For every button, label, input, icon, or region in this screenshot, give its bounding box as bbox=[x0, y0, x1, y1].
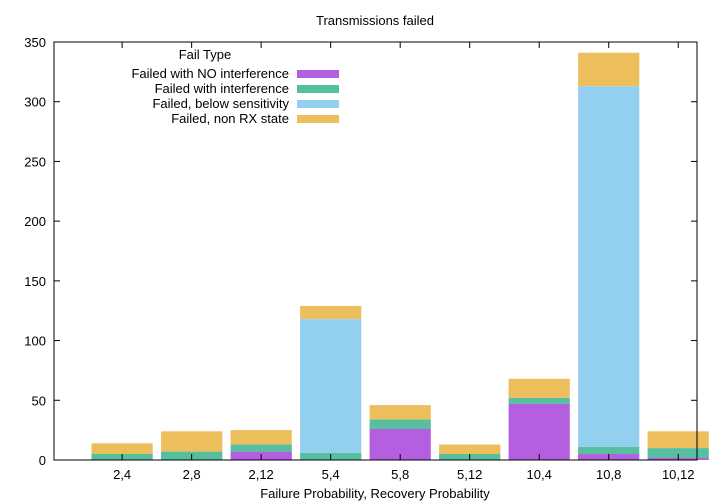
legend-swatch-3 bbox=[297, 115, 339, 123]
plot-frame bbox=[53, 41, 698, 461]
chart-title: Transmissions failed bbox=[316, 13, 434, 28]
x-tick-label: 10,4 bbox=[527, 467, 552, 482]
bar-5-8-series-1 bbox=[369, 419, 431, 429]
bar-2-12-series-1 bbox=[230, 444, 292, 452]
y-tick-label: 200 bbox=[24, 214, 46, 229]
x-tick-label: 2,12 bbox=[248, 467, 273, 482]
legend-label-0: Failed with NO interference bbox=[131, 66, 289, 81]
x-tick-label: 10,12 bbox=[662, 467, 695, 482]
bar-10-4-series-3 bbox=[508, 378, 570, 398]
bar-10-12-series-1 bbox=[647, 448, 709, 458]
y-tick-label: 150 bbox=[24, 274, 46, 289]
bar-5-4-series-3 bbox=[300, 305, 362, 319]
x-tick-label: 5,8 bbox=[391, 467, 409, 482]
legend-label-1: Failed with interference bbox=[155, 81, 289, 96]
bar-10-8-series-2 bbox=[578, 86, 640, 447]
bar-10-8-series-1 bbox=[578, 446, 640, 455]
legend-swatch-1 bbox=[297, 85, 339, 93]
legend-label-3: Failed, non RX state bbox=[171, 111, 289, 126]
legend-label-2: Failed, below sensitivity bbox=[152, 96, 289, 111]
x-tick-label: 10,8 bbox=[596, 467, 621, 482]
y-tick-label: 50 bbox=[32, 393, 46, 408]
y-tick-label: 0 bbox=[39, 453, 46, 468]
legend-swatch-2 bbox=[297, 100, 339, 108]
y-tick-label: 100 bbox=[24, 334, 46, 349]
bar-2-8-series-3 bbox=[161, 431, 223, 452]
legend-title: Fail Type bbox=[179, 47, 232, 62]
legend-swatch-0 bbox=[297, 70, 339, 78]
x-tick-label: 5,12 bbox=[457, 467, 482, 482]
x-axis-label: Failure Probability, Recovery Probabilit… bbox=[260, 486, 490, 501]
y-tick-label: 250 bbox=[24, 154, 46, 169]
bar-10-12-series-3 bbox=[647, 431, 709, 448]
x-tick-label: 2,4 bbox=[113, 467, 131, 482]
bar-10-8-series-3 bbox=[578, 52, 640, 87]
y-axis: 0 50 100 150 200 250 300 350 bbox=[24, 35, 697, 468]
x-axis: 2,4 2,8 2,12 5,4 5,8 5,12 10,4 10,8 10,12 bbox=[113, 42, 695, 482]
bar-2-4-series-3 bbox=[91, 443, 153, 454]
x-tick-label: 5,4 bbox=[322, 467, 340, 482]
bar-5-8-series-3 bbox=[369, 405, 431, 420]
bar-10-4-series-0 bbox=[508, 403, 570, 460]
bar-10-4-series-1 bbox=[508, 397, 570, 404]
bar-2-12-series-3 bbox=[230, 430, 292, 445]
bar-5-12-series-3 bbox=[439, 444, 501, 455]
x-tick-label: 2,8 bbox=[183, 467, 201, 482]
bar-5-4-series-2 bbox=[300, 319, 362, 453]
y-tick-label: 350 bbox=[24, 35, 46, 50]
legend: Fail Type Failed with NO interferenceFai… bbox=[131, 47, 339, 126]
y-tick-label: 300 bbox=[24, 95, 46, 110]
